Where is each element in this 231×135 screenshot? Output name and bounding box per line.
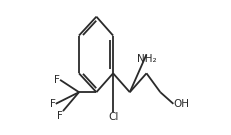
Text: F: F xyxy=(57,111,63,121)
Text: NH₂: NH₂ xyxy=(136,54,156,64)
Text: Cl: Cl xyxy=(107,112,118,122)
Text: F: F xyxy=(54,75,60,85)
Text: F: F xyxy=(50,99,55,109)
Text: OH: OH xyxy=(173,99,188,109)
